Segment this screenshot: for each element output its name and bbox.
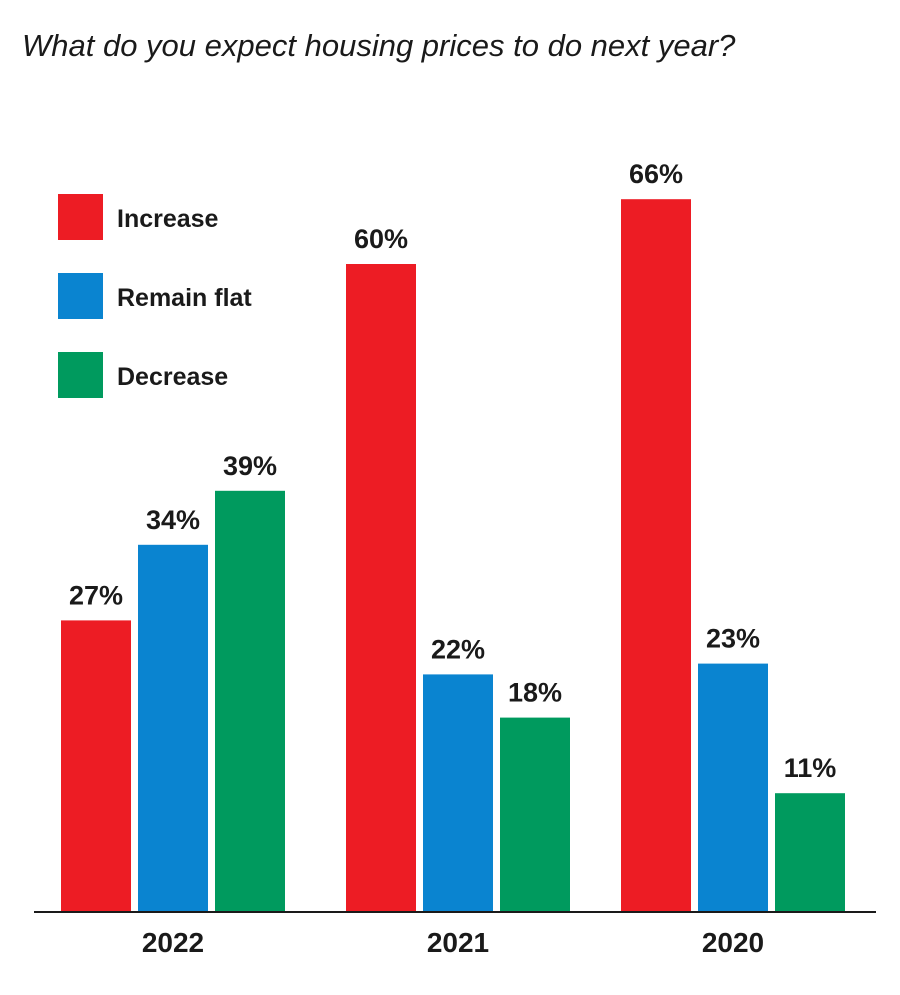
category-labels: 2022 2021 2020 — [142, 927, 764, 958]
bar-2022-increase — [61, 620, 131, 912]
bar-2020-decrease — [775, 793, 845, 912]
legend-swatch-increase — [58, 194, 103, 240]
bars — [61, 199, 845, 912]
value-label-2022-increase: 27% — [69, 580, 123, 610]
legend-swatch-remain-flat — [58, 273, 103, 319]
value-label-2021-increase: 60% — [354, 224, 408, 254]
value-label-2020-increase: 66% — [629, 159, 683, 189]
category-label-2022: 2022 — [142, 927, 204, 958]
legend-swatch-decrease — [58, 352, 103, 398]
chart-title: What do you expect housing prices to do … — [22, 28, 736, 63]
bar-2020-remain-flat — [698, 663, 768, 912]
legend: Increase Remain flat Decrease — [58, 194, 252, 398]
bar-2021-remain-flat — [423, 674, 493, 912]
bar-2020-increase — [621, 199, 691, 912]
bar-2022-decrease — [215, 490, 285, 912]
value-label-2022-remain-flat: 34% — [146, 505, 200, 535]
category-label-2021: 2021 — [427, 927, 489, 958]
value-label-2021-decrease: 18% — [508, 678, 562, 708]
value-labels: 27% 34% 39% 60% 22% 18% 66% 23% 11% — [69, 159, 836, 783]
bar-2022-remain-flat — [138, 544, 208, 912]
bar-2021-increase — [346, 264, 416, 912]
value-label-2020-decrease: 11% — [784, 753, 837, 783]
legend-label-increase: Increase — [117, 205, 219, 233]
value-label-2021-remain-flat: 22% — [431, 634, 485, 664]
value-label-2022-decrease: 39% — [223, 451, 277, 481]
category-label-2020: 2020 — [702, 927, 764, 958]
legend-label-remain-flat: Remain flat — [117, 284, 252, 312]
bar-2021-decrease — [500, 717, 570, 912]
value-label-2020-remain-flat: 23% — [706, 624, 760, 654]
legend-label-decrease: Decrease — [117, 363, 228, 391]
